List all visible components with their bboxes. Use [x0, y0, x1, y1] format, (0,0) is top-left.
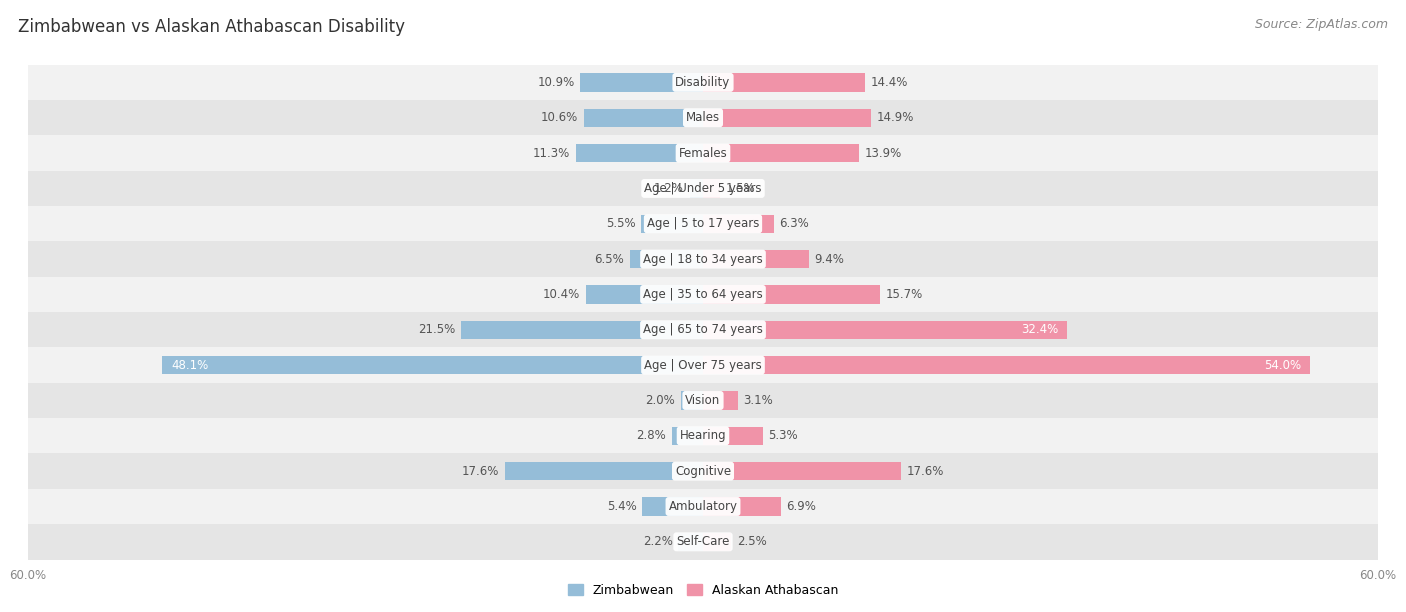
Text: Females: Females [679, 147, 727, 160]
Text: 6.9%: 6.9% [786, 500, 815, 513]
Text: 6.3%: 6.3% [779, 217, 810, 230]
Bar [703, 179, 720, 198]
Bar [28, 418, 1378, 453]
Text: 5.5%: 5.5% [606, 217, 636, 230]
Bar [576, 144, 703, 162]
Bar [689, 179, 703, 198]
Text: 2.5%: 2.5% [737, 536, 766, 548]
Text: 6.5%: 6.5% [595, 253, 624, 266]
Text: 21.5%: 21.5% [419, 323, 456, 336]
Text: 2.0%: 2.0% [645, 394, 675, 407]
Text: Age | Under 5 years: Age | Under 5 years [644, 182, 762, 195]
Text: 10.9%: 10.9% [537, 76, 575, 89]
Bar [703, 391, 738, 409]
Text: 14.4%: 14.4% [870, 76, 908, 89]
Text: Males: Males [686, 111, 720, 124]
Bar [643, 498, 703, 516]
Bar [703, 73, 865, 92]
Text: 9.4%: 9.4% [814, 253, 844, 266]
Text: 5.4%: 5.4% [607, 500, 637, 513]
Text: Age | Over 75 years: Age | Over 75 years [644, 359, 762, 371]
Text: 3.1%: 3.1% [744, 394, 773, 407]
Bar [703, 285, 880, 304]
Bar [703, 215, 773, 233]
Text: 5.3%: 5.3% [768, 429, 797, 442]
Text: 48.1%: 48.1% [172, 359, 208, 371]
Text: 1.5%: 1.5% [725, 182, 755, 195]
Bar [586, 285, 703, 304]
Bar [703, 462, 901, 480]
Text: Age | 18 to 34 years: Age | 18 to 34 years [643, 253, 763, 266]
Bar [703, 321, 1067, 339]
Text: Self-Care: Self-Care [676, 536, 730, 548]
Bar [28, 277, 1378, 312]
Text: 2.2%: 2.2% [643, 536, 672, 548]
Bar [28, 348, 1378, 382]
Bar [28, 524, 1378, 559]
Bar [28, 489, 1378, 524]
Text: Hearing: Hearing [679, 429, 727, 442]
Bar [28, 453, 1378, 489]
Bar [703, 144, 859, 162]
Bar [703, 532, 731, 551]
Bar [630, 250, 703, 268]
Text: Zimbabwean vs Alaskan Athabascan Disability: Zimbabwean vs Alaskan Athabascan Disabil… [18, 18, 405, 36]
Text: 2.8%: 2.8% [636, 429, 666, 442]
Text: 14.9%: 14.9% [876, 111, 914, 124]
Text: Age | 5 to 17 years: Age | 5 to 17 years [647, 217, 759, 230]
Text: 10.6%: 10.6% [541, 111, 578, 124]
Bar [28, 100, 1378, 135]
Bar [703, 108, 870, 127]
Text: 15.7%: 15.7% [886, 288, 922, 301]
Bar [703, 498, 780, 516]
Legend: Zimbabwean, Alaskan Athabascan: Zimbabwean, Alaskan Athabascan [562, 579, 844, 602]
Text: Age | 35 to 64 years: Age | 35 to 64 years [643, 288, 763, 301]
Bar [28, 135, 1378, 171]
Bar [28, 65, 1378, 100]
Bar [505, 462, 703, 480]
Bar [581, 73, 703, 92]
Text: Disability: Disability [675, 76, 731, 89]
Bar [672, 427, 703, 445]
Text: 54.0%: 54.0% [1264, 359, 1302, 371]
Bar [28, 382, 1378, 418]
Bar [28, 171, 1378, 206]
Bar [461, 321, 703, 339]
Bar [28, 206, 1378, 242]
Text: 13.9%: 13.9% [865, 147, 903, 160]
Text: 10.4%: 10.4% [543, 288, 581, 301]
Bar [703, 427, 762, 445]
Text: 11.3%: 11.3% [533, 147, 571, 160]
Bar [703, 356, 1310, 375]
Text: 17.6%: 17.6% [907, 465, 943, 477]
Text: 1.2%: 1.2% [654, 182, 683, 195]
Bar [583, 108, 703, 127]
Text: Ambulatory: Ambulatory [668, 500, 738, 513]
Bar [28, 242, 1378, 277]
Text: Age | 65 to 74 years: Age | 65 to 74 years [643, 323, 763, 336]
Bar [678, 532, 703, 551]
Text: Cognitive: Cognitive [675, 465, 731, 477]
Bar [28, 312, 1378, 348]
Bar [681, 391, 703, 409]
Text: Source: ZipAtlas.com: Source: ZipAtlas.com [1254, 18, 1388, 31]
Bar [641, 215, 703, 233]
Text: 32.4%: 32.4% [1021, 323, 1059, 336]
Text: Vision: Vision [685, 394, 721, 407]
Text: 17.6%: 17.6% [463, 465, 499, 477]
Bar [162, 356, 703, 375]
Bar [703, 250, 808, 268]
